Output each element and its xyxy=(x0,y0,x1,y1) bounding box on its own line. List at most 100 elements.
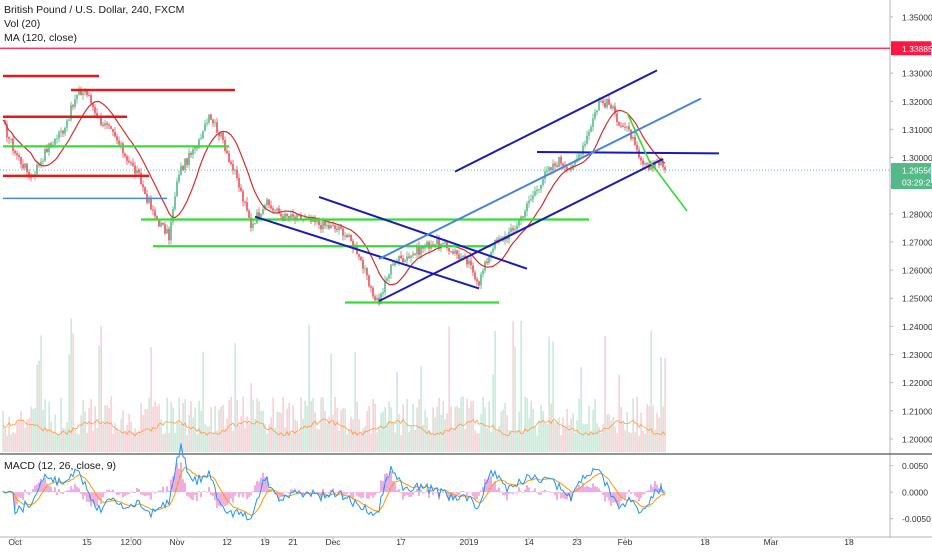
candle-body xyxy=(204,123,206,131)
macd-histogram-bar xyxy=(580,487,582,493)
candle-body xyxy=(270,205,272,209)
candle-body xyxy=(448,248,450,252)
candle-body xyxy=(496,239,498,242)
volume-bar xyxy=(590,433,592,452)
candle-body xyxy=(452,251,454,254)
candle-body xyxy=(320,225,322,230)
channel-trendline[interactable] xyxy=(536,150,720,155)
candle-body xyxy=(124,153,126,157)
candle-body xyxy=(174,196,176,210)
volume-bar xyxy=(340,410,342,452)
candle-body xyxy=(118,140,120,145)
candle-body xyxy=(242,191,244,202)
volume-bar xyxy=(10,434,12,452)
volume-bar xyxy=(222,405,224,452)
macd-histogram-bar xyxy=(14,492,16,510)
macd-histogram-bar xyxy=(544,489,546,493)
candle-body xyxy=(534,191,536,196)
macd-histogram-bar xyxy=(96,492,98,507)
candle-body xyxy=(346,235,348,238)
macd-histogram-bar xyxy=(114,491,116,493)
channel-trendline[interactable] xyxy=(454,69,658,173)
candle-body xyxy=(76,94,78,100)
candle-body xyxy=(350,234,352,241)
candle-body xyxy=(88,95,90,97)
candle-body xyxy=(96,112,98,118)
candle-body xyxy=(202,130,204,139)
candle-body xyxy=(530,199,532,201)
candle-body xyxy=(222,132,224,140)
candle-body xyxy=(636,144,638,150)
macd-line xyxy=(2,443,666,521)
macd-histogram-bar xyxy=(634,492,636,496)
macd-histogram-bar xyxy=(58,488,60,493)
candle-body xyxy=(172,209,174,222)
macd-histogram-bar xyxy=(540,492,542,495)
candle-body xyxy=(514,229,516,231)
volume-bar xyxy=(568,424,570,452)
macd-histogram-bar xyxy=(618,492,620,507)
volume-bar xyxy=(322,397,324,452)
macd-histogram-bar xyxy=(316,491,318,493)
volume-bar xyxy=(422,424,424,452)
macd-histogram-bar xyxy=(74,484,76,493)
macd-histogram-bar xyxy=(456,492,458,497)
macd-histogram-bar xyxy=(654,481,656,493)
macd-histogram-bar xyxy=(376,492,378,493)
volume-bar xyxy=(506,415,508,452)
volume-bar xyxy=(468,408,470,452)
volume-bar xyxy=(604,336,606,452)
candle-body xyxy=(84,90,86,93)
volume-bar xyxy=(520,320,522,452)
macd-histogram-bar xyxy=(334,492,336,495)
candle-body xyxy=(38,164,40,166)
candle-body xyxy=(450,251,452,253)
volume-bar xyxy=(32,408,34,452)
volume-bar xyxy=(82,400,84,452)
volume-bar xyxy=(512,321,514,452)
macd-histogram-bar xyxy=(150,492,152,500)
candle-body xyxy=(602,100,604,103)
volume-bar xyxy=(496,429,498,452)
macd-histogram-bar xyxy=(62,492,64,494)
macd-histogram-bar xyxy=(512,492,514,495)
volume-bar xyxy=(332,414,334,452)
channel-midline[interactable] xyxy=(378,97,702,260)
macd-histogram-bar xyxy=(612,492,614,503)
macd-histogram-bar xyxy=(124,492,126,497)
candle-body xyxy=(152,209,154,211)
channel-trendline[interactable] xyxy=(254,215,480,290)
projection-path[interactable] xyxy=(626,112,688,212)
candle-body xyxy=(182,166,184,170)
volume-bar xyxy=(368,405,370,452)
candle-body xyxy=(552,163,554,170)
candle-body xyxy=(138,169,140,173)
channel-trendline[interactable] xyxy=(378,158,664,302)
macd-histogram-bar xyxy=(346,492,348,495)
macd-histogram-bar xyxy=(522,492,524,493)
volume-bar xyxy=(464,429,466,452)
candle-body xyxy=(416,246,418,255)
candle-body xyxy=(632,136,634,139)
volume-bar xyxy=(648,406,650,452)
candle-body xyxy=(290,214,292,219)
macd-histogram-bar xyxy=(32,489,34,493)
volume-bar xyxy=(206,426,208,452)
channel-trendline[interactable] xyxy=(318,196,528,270)
volume-bar xyxy=(646,404,648,452)
macd-histogram-bar xyxy=(106,490,108,493)
candle-body xyxy=(78,90,80,95)
candle-body xyxy=(74,99,76,107)
volume-bar xyxy=(74,428,76,452)
macd-histogram-bar xyxy=(588,486,590,493)
volume-bar xyxy=(562,417,564,452)
volume-bar xyxy=(250,383,252,452)
volume-bar xyxy=(398,414,400,452)
chart-legend: British Pound / U.S. Dollar, 240, FXCM V… xyxy=(4,3,184,45)
macd-histogram-bar xyxy=(220,492,222,507)
volume-bar xyxy=(400,435,402,452)
candle-body xyxy=(596,110,598,113)
macd-histogram-bar xyxy=(104,492,106,494)
